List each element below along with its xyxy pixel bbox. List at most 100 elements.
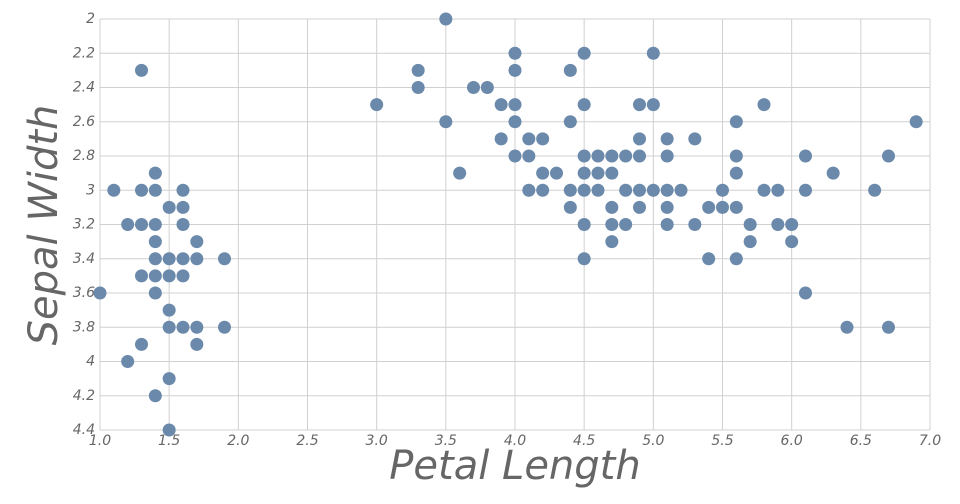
point bbox=[729, 149, 743, 163]
point bbox=[176, 183, 190, 197]
point bbox=[148, 286, 162, 300]
point bbox=[162, 252, 176, 266]
point bbox=[563, 63, 577, 77]
point bbox=[190, 235, 204, 249]
point bbox=[605, 149, 619, 163]
point bbox=[176, 320, 190, 334]
point bbox=[577, 46, 591, 60]
point bbox=[633, 149, 646, 163]
point bbox=[882, 149, 895, 163]
point bbox=[660, 218, 674, 231]
point bbox=[799, 183, 812, 197]
point bbox=[660, 183, 674, 197]
point bbox=[218, 320, 231, 334]
point bbox=[135, 183, 148, 197]
point bbox=[121, 218, 135, 231]
point bbox=[411, 81, 425, 94]
point bbox=[660, 149, 674, 163]
point bbox=[577, 252, 591, 266]
point bbox=[702, 200, 716, 214]
point bbox=[135, 218, 148, 231]
y-tick-label: 2 bbox=[86, 11, 95, 27]
point bbox=[508, 149, 522, 163]
point bbox=[508, 115, 522, 129]
point bbox=[563, 115, 577, 129]
point bbox=[467, 81, 480, 94]
y-tick-label: 4 bbox=[86, 354, 95, 370]
point bbox=[646, 183, 660, 197]
point bbox=[633, 200, 646, 214]
point bbox=[176, 218, 190, 231]
y-tick-label: 3 bbox=[86, 182, 95, 198]
point bbox=[162, 269, 176, 283]
point bbox=[563, 183, 577, 197]
point bbox=[135, 337, 148, 351]
point bbox=[176, 200, 190, 214]
point bbox=[729, 115, 743, 129]
point bbox=[577, 183, 591, 197]
point bbox=[135, 63, 148, 77]
point bbox=[729, 166, 743, 180]
x-tick-label: 1.5 bbox=[158, 433, 180, 449]
point bbox=[439, 12, 453, 26]
point bbox=[190, 337, 204, 351]
point bbox=[508, 63, 522, 77]
point bbox=[536, 183, 550, 197]
x-tick-label: 3.5 bbox=[435, 433, 457, 449]
point bbox=[176, 252, 190, 266]
point bbox=[107, 183, 121, 197]
point bbox=[757, 183, 771, 197]
point bbox=[743, 218, 757, 231]
point bbox=[190, 320, 204, 334]
y-tick-label: 3.6 bbox=[73, 285, 95, 301]
y-tick-label: 4.4 bbox=[73, 422, 95, 438]
point bbox=[882, 320, 895, 334]
point bbox=[909, 115, 923, 129]
point bbox=[148, 269, 162, 283]
y-tick-label: 2.8 bbox=[73, 148, 95, 164]
point bbox=[162, 303, 176, 317]
point bbox=[577, 98, 591, 112]
point bbox=[605, 200, 619, 214]
point bbox=[577, 218, 591, 231]
point bbox=[522, 132, 536, 146]
point bbox=[799, 286, 812, 300]
point bbox=[550, 166, 563, 180]
point bbox=[605, 166, 619, 180]
point bbox=[563, 200, 577, 214]
point bbox=[176, 269, 190, 283]
point bbox=[868, 183, 882, 197]
x-tick-label: 1.0 bbox=[89, 433, 111, 449]
point bbox=[716, 200, 729, 214]
point bbox=[411, 63, 425, 77]
point bbox=[633, 132, 646, 146]
point bbox=[716, 183, 729, 197]
point bbox=[439, 115, 453, 129]
point bbox=[218, 252, 231, 266]
x-tick-label: 5.5 bbox=[711, 433, 733, 449]
point bbox=[370, 98, 384, 112]
point bbox=[536, 166, 550, 180]
point bbox=[494, 98, 508, 112]
point bbox=[577, 149, 591, 163]
x-tick-label: 7.0 bbox=[919, 433, 941, 449]
point bbox=[605, 218, 619, 231]
y-tick-label: 3.4 bbox=[73, 251, 95, 267]
point bbox=[162, 372, 176, 386]
x-tick-label: 6.5 bbox=[850, 433, 872, 449]
point bbox=[135, 269, 148, 283]
x-tick-label: 6.0 bbox=[781, 433, 803, 449]
point bbox=[688, 132, 702, 146]
point bbox=[785, 235, 799, 249]
point bbox=[605, 235, 619, 249]
point bbox=[453, 166, 467, 180]
point bbox=[148, 183, 162, 197]
point bbox=[633, 183, 646, 197]
y-tick-label: 3.2 bbox=[73, 217, 95, 233]
point bbox=[785, 218, 799, 231]
point bbox=[508, 46, 522, 60]
point bbox=[840, 320, 854, 334]
point bbox=[162, 200, 176, 214]
point bbox=[480, 81, 494, 94]
